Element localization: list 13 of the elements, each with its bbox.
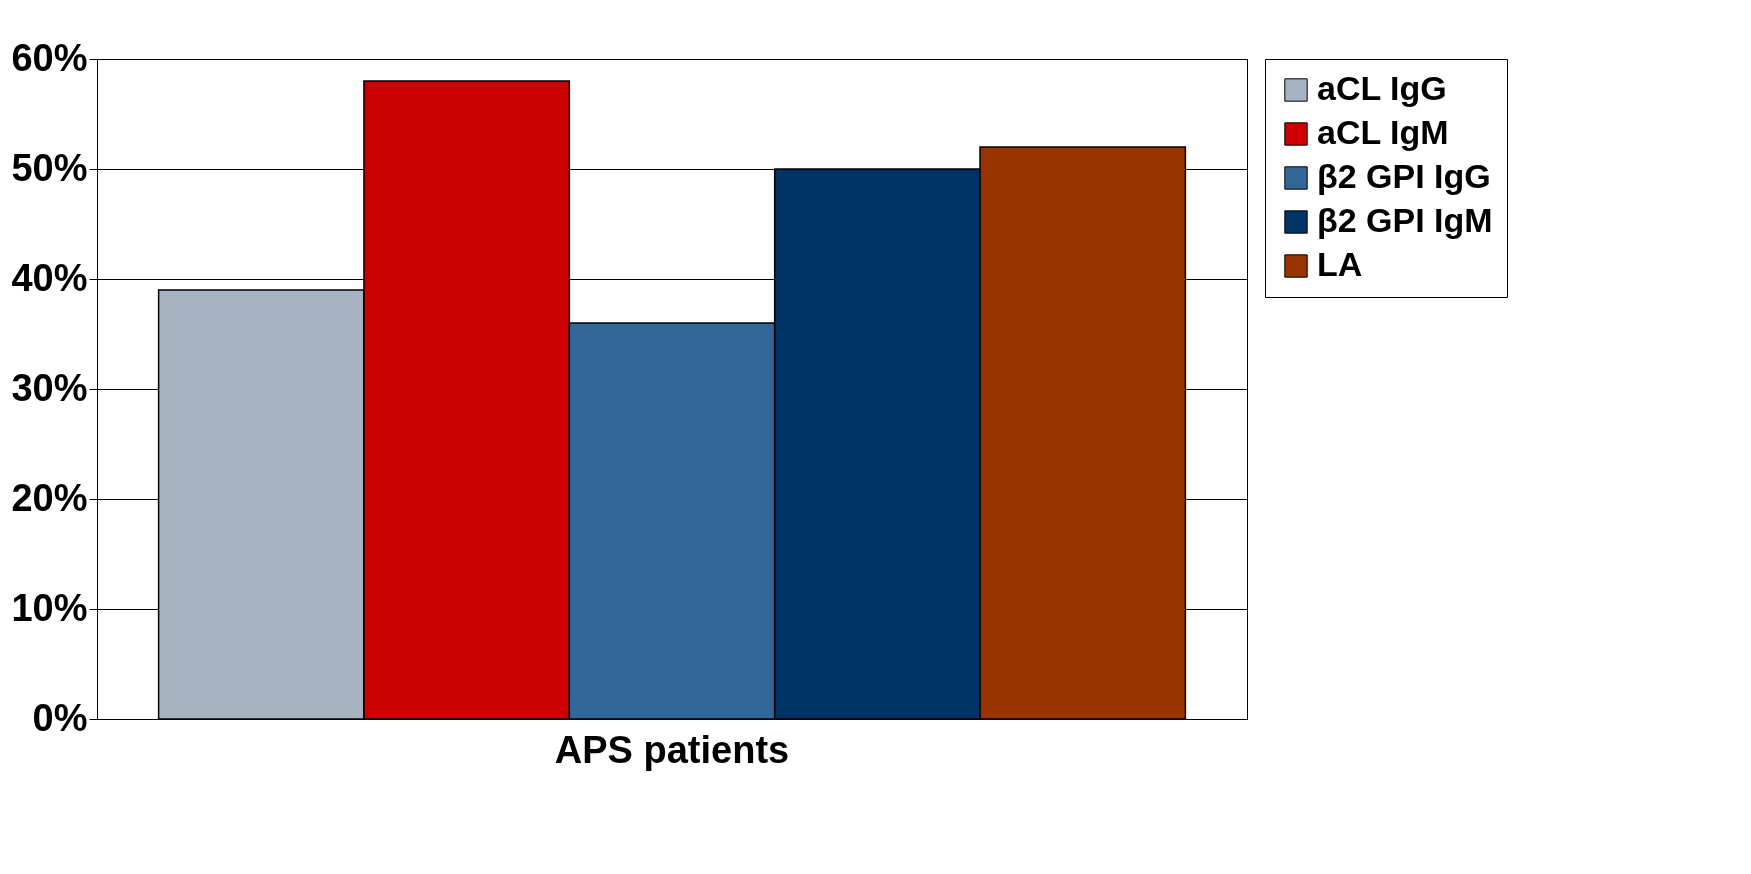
- y-tick-label: 20%: [11, 476, 88, 519]
- y-tick-label: 30%: [11, 366, 88, 409]
- legend-label: β2 GPI IgM: [1317, 201, 1493, 239]
- y-tick-label: 60%: [11, 36, 88, 79]
- y-tick-label: 0%: [32, 696, 88, 739]
- y-tick-label: 50%: [11, 146, 88, 189]
- x-tick-label: APS patients: [554, 729, 790, 771]
- legend-label: aCL IgG: [1317, 69, 1447, 107]
- legend-label: aCL IgM: [1317, 113, 1449, 151]
- y-tick-label: 10%: [11, 586, 88, 629]
- y-tick-label: 40%: [11, 256, 88, 299]
- legend-label: β2 GPI IgG: [1317, 157, 1491, 195]
- legend-label: LA: [1317, 245, 1363, 283]
